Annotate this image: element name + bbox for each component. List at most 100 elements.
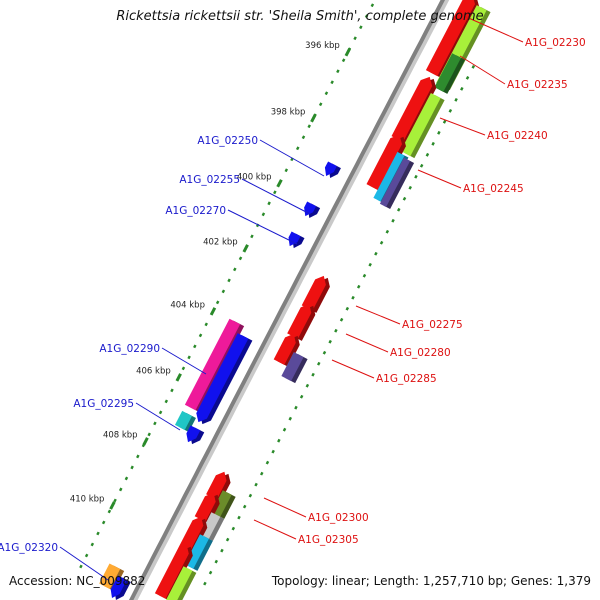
gc-dot <box>233 267 237 272</box>
feature-cyan-02305-face <box>184 534 209 569</box>
gene-label-a1g-02295: A1G_02295 <box>73 398 181 431</box>
feature-teal-02295 <box>175 410 196 432</box>
gc-dot <box>391 218 395 223</box>
gc-dot <box>341 58 346 63</box>
gc-dot <box>265 460 270 465</box>
gc-dot <box>374 251 378 256</box>
gc-dot <box>261 212 266 217</box>
cds-a1g-02230 <box>425 0 480 79</box>
leader-line <box>439 117 486 136</box>
feature-magenta-02290-face <box>184 318 241 411</box>
feature-track <box>99 0 491 600</box>
cds-a1g-02300-b-face <box>194 492 216 522</box>
gc-dot <box>260 471 264 476</box>
gene-label-a1g-02255: A1G_02255 <box>179 174 311 215</box>
feature-green-top-face <box>434 53 461 92</box>
gc-dot <box>339 317 344 322</box>
topology-summary: Topology: linear; Length: 1,257,710 bp; … <box>271 574 591 588</box>
cds-a1g-02305 <box>178 516 208 556</box>
gc-dot <box>271 449 275 454</box>
cds-a1g-02240-b-face <box>366 134 402 191</box>
cds-a1g-02240-b <box>366 134 406 193</box>
cds-a1g-02310-face <box>154 544 189 599</box>
tick-label: 402 kbp <box>203 237 238 247</box>
gc-dot <box>353 36 357 41</box>
cds-a1g-02270-face <box>288 231 301 247</box>
gc-dot <box>118 487 123 492</box>
gene-label-text: A1G_02230 <box>525 37 586 49</box>
gc-dot <box>442 119 447 124</box>
gc-dots-right <box>203 64 476 586</box>
backbone-line <box>128 0 446 600</box>
gc-dot <box>448 108 453 113</box>
feature-teal-02295-face <box>175 410 192 430</box>
feature-lime-bottom-face <box>166 566 193 600</box>
leader-line <box>227 209 298 245</box>
gc-dot <box>322 350 327 355</box>
gc-dot <box>414 174 418 179</box>
gc-dot <box>345 306 350 311</box>
tick-mark <box>344 48 351 57</box>
gc-dot <box>158 410 163 415</box>
leader-line <box>59 546 109 581</box>
gc-dot <box>101 520 106 525</box>
gc-dot <box>187 355 191 360</box>
leader-line <box>417 169 462 189</box>
gc-dot <box>254 482 258 487</box>
gc-skew-track <box>79 3 476 586</box>
feature-green-top <box>434 53 466 94</box>
gc-dot <box>397 207 401 212</box>
gene-label-a1g-02285: A1G_02285 <box>331 359 437 385</box>
cds-a1g-02250-face <box>324 161 337 176</box>
genome-title: Rickettsia rickettsii str. 'Sheila Smith… <box>116 9 484 24</box>
gc-dot <box>351 295 355 300</box>
gene-label-text: A1G_02235 <box>507 79 568 91</box>
feature-magenta-02290 <box>184 318 245 413</box>
gc-dot <box>336 69 340 74</box>
leader-line <box>253 519 297 540</box>
feature-cyan-02245-face <box>373 151 405 202</box>
backbone-shadow <box>129 0 450 600</box>
feature-orange-02320 <box>99 563 125 591</box>
feature-orange-02320-face <box>99 563 121 589</box>
gc-dot <box>84 553 89 558</box>
gc-dot <box>419 163 424 168</box>
gc-dot <box>79 564 83 569</box>
gc-dot <box>364 14 369 19</box>
leader-line <box>241 178 311 215</box>
gc-dot <box>267 201 271 206</box>
feature-purple-02285 <box>281 352 308 384</box>
feature-grey-02305-face <box>200 512 221 539</box>
gene-label-text: A1G_02250 <box>197 135 258 147</box>
feature-olive-02300-face <box>211 490 232 517</box>
gc-dot <box>193 344 197 349</box>
cds-a1g-02275-b-face <box>287 303 312 339</box>
gc-dot <box>136 454 140 459</box>
leader-line <box>355 305 401 325</box>
gc-dot <box>113 498 117 503</box>
gc-dot <box>370 3 375 8</box>
gc-dot <box>368 262 372 267</box>
leader-line <box>161 347 207 375</box>
gc-dot <box>203 581 207 586</box>
gc-dot <box>334 328 338 333</box>
gc-dot <box>130 465 134 470</box>
cds-a1g-02320-face <box>110 575 127 598</box>
cds-a1g-02300-a <box>206 471 231 502</box>
leader-line <box>135 402 181 431</box>
tick-track: 396 kbp 398 kbp 400 kbp 402 kbp 404 kbp 406 k… <box>70 41 351 510</box>
cds-a1g-02230-face <box>425 0 475 77</box>
gc-dot <box>288 416 292 421</box>
gene-label-text: A1G_02245 <box>463 183 524 195</box>
gene-label-text: A1G_02305 <box>298 534 359 546</box>
gc-dot <box>356 284 361 289</box>
gene-label-a1g-02230: A1G_02230 <box>463 15 586 49</box>
cds-a1g-02290-face <box>196 333 249 423</box>
gene-label-a1g-02290: A1G_02290 <box>99 343 207 375</box>
tick-mark <box>310 114 317 123</box>
gc-dot <box>330 80 334 85</box>
gc-dot <box>402 196 407 201</box>
gene-label-text: A1G_02270 <box>165 205 226 217</box>
gc-dot <box>465 75 470 80</box>
gene-label-text: A1G_02320 <box>0 542 58 554</box>
